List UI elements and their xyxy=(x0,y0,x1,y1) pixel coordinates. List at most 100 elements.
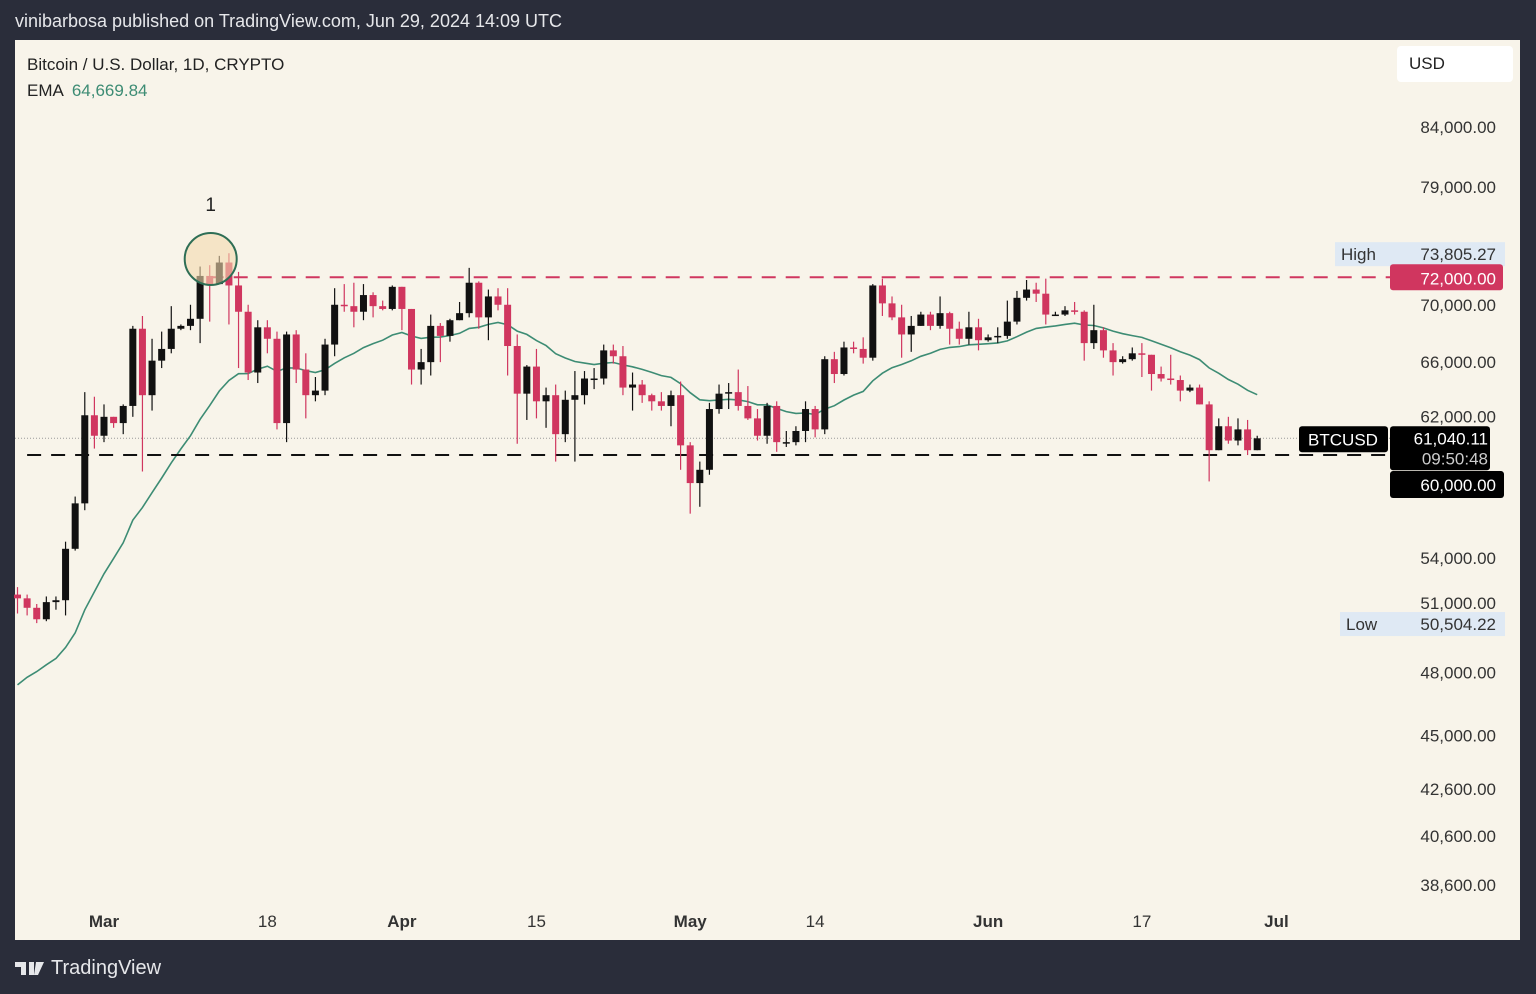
candle[interactable] xyxy=(792,426,800,446)
candle[interactable] xyxy=(648,393,656,411)
candle[interactable] xyxy=(917,311,925,326)
candle[interactable] xyxy=(1003,300,1011,339)
candle[interactable] xyxy=(369,292,377,318)
candle[interactable] xyxy=(340,284,348,312)
candle[interactable] xyxy=(552,384,560,462)
candle[interactable] xyxy=(186,304,194,331)
candle[interactable] xyxy=(1051,311,1059,317)
candle[interactable] xyxy=(71,496,79,551)
candle[interactable] xyxy=(167,306,175,354)
symbol-title[interactable]: Bitcoin / U.S. Dollar, 1D, CRYPTO xyxy=(27,55,285,74)
candle[interactable] xyxy=(850,341,858,354)
candle[interactable] xyxy=(753,409,761,441)
candle[interactable] xyxy=(436,323,444,363)
candle[interactable] xyxy=(667,390,675,427)
candle[interactable] xyxy=(475,281,483,329)
candle[interactable] xyxy=(715,384,723,414)
candle[interactable] xyxy=(542,387,550,428)
candle[interactable] xyxy=(331,288,339,357)
candle[interactable] xyxy=(1119,356,1127,364)
candle[interactable] xyxy=(302,353,310,419)
candle[interactable] xyxy=(859,337,867,364)
candle[interactable] xyxy=(494,288,502,311)
candle[interactable] xyxy=(235,271,243,369)
candle[interactable] xyxy=(898,304,906,358)
candle[interactable] xyxy=(388,285,396,311)
candle[interactable] xyxy=(417,348,425,385)
candle[interactable] xyxy=(148,338,156,411)
candle[interactable] xyxy=(926,311,934,331)
currency-button[interactable]: USD xyxy=(1397,46,1513,82)
candle[interactable] xyxy=(263,320,271,354)
candle[interactable] xyxy=(686,442,694,514)
candle[interactable] xyxy=(1196,384,1204,405)
candle[interactable] xyxy=(955,321,963,345)
ema-legend[interactable]: EMA 64,669.84 xyxy=(27,78,284,104)
candle[interactable] xyxy=(350,282,358,328)
candle[interactable] xyxy=(830,351,838,384)
candle[interactable] xyxy=(52,596,60,610)
candle[interactable] xyxy=(1013,290,1021,325)
candle[interactable] xyxy=(821,356,829,435)
candle[interactable] xyxy=(1244,419,1252,456)
candle[interactable] xyxy=(484,289,492,341)
candle[interactable] xyxy=(398,286,406,331)
candle[interactable] xyxy=(1234,418,1242,446)
candle[interactable] xyxy=(734,369,742,411)
candle[interactable] xyxy=(90,396,98,449)
candle[interactable] xyxy=(14,587,22,614)
tradingview-logo[interactable]: TradingView xyxy=(15,957,161,980)
candle[interactable] xyxy=(936,296,944,329)
candle[interactable] xyxy=(1138,343,1146,378)
candle[interactable] xyxy=(158,331,166,369)
candle[interactable] xyxy=(629,372,637,411)
candle[interactable] xyxy=(119,404,127,435)
candle[interactable] xyxy=(1071,301,1079,315)
candle[interactable] xyxy=(465,267,473,318)
candle[interactable] xyxy=(311,377,319,402)
candle[interactable] xyxy=(696,461,704,507)
candle[interactable] xyxy=(965,311,973,345)
candle[interactable] xyxy=(110,416,118,428)
candle[interactable] xyxy=(254,320,262,384)
candle[interactable] xyxy=(244,304,252,381)
candle[interactable] xyxy=(773,401,781,452)
candle[interactable] xyxy=(513,334,521,444)
candle[interactable] xyxy=(321,338,329,396)
candle[interactable] xyxy=(581,371,588,405)
candle[interactable] xyxy=(1109,343,1117,376)
candle[interactable] xyxy=(427,314,435,376)
candle[interactable] xyxy=(1080,310,1088,361)
candle[interactable] xyxy=(273,331,281,430)
candle[interactable] xyxy=(138,315,146,472)
candle[interactable] xyxy=(408,308,416,385)
candle[interactable] xyxy=(177,324,185,331)
candle[interactable] xyxy=(23,594,31,616)
candle[interactable] xyxy=(523,365,531,420)
candle[interactable] xyxy=(725,383,733,410)
chart-panel[interactable] xyxy=(15,40,1520,940)
candle[interactable] xyxy=(1128,347,1136,361)
candle[interactable] xyxy=(1042,278,1050,325)
candle[interactable] xyxy=(1205,401,1213,482)
candle[interactable] xyxy=(292,330,300,384)
candle[interactable] xyxy=(994,327,1002,344)
candle[interactable] xyxy=(1032,282,1040,302)
candle[interactable] xyxy=(1157,366,1165,382)
candle[interactable] xyxy=(561,390,569,443)
candle[interactable] xyxy=(705,402,713,475)
candle[interactable] xyxy=(571,371,579,462)
candle[interactable] xyxy=(1090,304,1098,349)
candle[interactable] xyxy=(283,331,291,443)
candle[interactable] xyxy=(1167,354,1175,385)
candle[interactable] xyxy=(379,300,387,311)
candle[interactable] xyxy=(62,541,70,616)
candle[interactable] xyxy=(878,278,886,316)
candle[interactable] xyxy=(782,430,790,447)
candle[interactable] xyxy=(33,604,41,624)
candle[interactable] xyxy=(840,341,848,376)
candle[interactable] xyxy=(129,325,137,417)
candle[interactable] xyxy=(946,311,954,345)
candle[interactable] xyxy=(1023,280,1031,301)
